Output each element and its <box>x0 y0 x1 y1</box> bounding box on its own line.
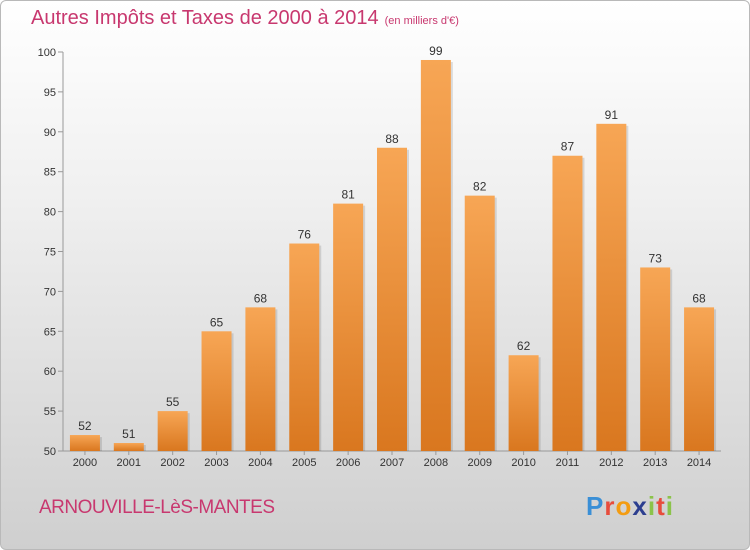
x-tick-label: 2009 <box>467 457 491 469</box>
x-tick-label: 2005 <box>292 457 316 469</box>
bar-value-label: 65 <box>210 315 224 329</box>
bar <box>596 123 627 451</box>
bar-value-label: 82 <box>473 180 487 194</box>
logo-letter: P <box>586 491 605 521</box>
y-tick-label: 50 <box>44 446 56 458</box>
bar <box>508 355 539 451</box>
y-tick-label: 65 <box>44 326 56 338</box>
x-tick-label: 2014 <box>687 457 711 469</box>
x-tick-label: 2000 <box>73 457 97 469</box>
x-tick-label: 2006 <box>336 457 360 469</box>
logo-letter: x <box>632 491 648 521</box>
y-tick-label: 95 <box>44 87 56 99</box>
x-tick-label: 2011 <box>556 457 580 469</box>
bar-value-label: 55 <box>166 395 180 409</box>
bar-value-label: 88 <box>385 132 399 146</box>
x-tick-label: 2001 <box>117 457 141 469</box>
bar-value-label: 68 <box>692 291 706 305</box>
logo-letter: o <box>615 491 633 521</box>
bar <box>113 443 144 451</box>
bar <box>552 155 583 452</box>
bar-value-label: 62 <box>517 339 531 353</box>
chart-title: Autres Impôts et Taxes de 2000 à 2014 (en… <box>31 7 459 30</box>
x-tick-label: 2002 <box>160 457 184 469</box>
logo-letter: t <box>656 491 666 521</box>
logo-letter: i <box>665 491 674 521</box>
bar <box>69 435 100 451</box>
bar <box>289 243 320 451</box>
y-tick-label: 60 <box>44 366 56 378</box>
bar-value-label: 51 <box>122 427 136 441</box>
bar-value-label: 76 <box>298 228 312 242</box>
logo-letter: i <box>647 491 657 521</box>
y-tick-label: 70 <box>44 286 56 298</box>
x-tick-label: 2003 <box>204 457 228 469</box>
bar <box>640 267 671 451</box>
commune-name: ARNOUVILLE-LèS-MANTES <box>39 497 275 518</box>
y-tick-label: 85 <box>44 167 56 179</box>
bar <box>333 203 364 451</box>
y-tick-label: 55 <box>44 406 56 418</box>
x-tick-label: 2008 <box>424 457 448 469</box>
title-text: Autres Impôts et Taxes de 2000 à 2014 <box>31 7 379 29</box>
bar <box>420 59 451 451</box>
bar-value-label: 81 <box>341 188 355 202</box>
logo-letter: r <box>604 491 616 521</box>
y-tick-label: 100 <box>38 47 56 59</box>
proxiti-logo: Proxiti <box>586 491 674 522</box>
bar <box>464 195 495 451</box>
bar-value-label: 99 <box>429 44 443 58</box>
bar-value-label: 91 <box>605 108 619 122</box>
y-tick-label: 80 <box>44 207 56 219</box>
x-tick-label: 2010 <box>511 457 535 469</box>
bar-value-label: 52 <box>78 419 92 433</box>
x-tick-label: 2013 <box>643 457 667 469</box>
x-tick-label: 2012 <box>599 457 623 469</box>
bar <box>377 147 407 451</box>
chart-subtitle: (en milliers d'€) <box>384 15 459 27</box>
bar <box>157 411 188 451</box>
bar-value-label: 73 <box>649 251 663 265</box>
y-tick-label: 75 <box>44 247 56 259</box>
bar <box>201 331 232 451</box>
bar-value-label: 87 <box>561 140 575 154</box>
bar <box>684 307 715 451</box>
x-tick-label: 2007 <box>380 457 404 469</box>
x-tick-label: 2004 <box>248 457 272 469</box>
bar-value-label: 68 <box>254 291 268 305</box>
bar <box>245 307 276 451</box>
y-tick-label: 90 <box>44 127 56 139</box>
